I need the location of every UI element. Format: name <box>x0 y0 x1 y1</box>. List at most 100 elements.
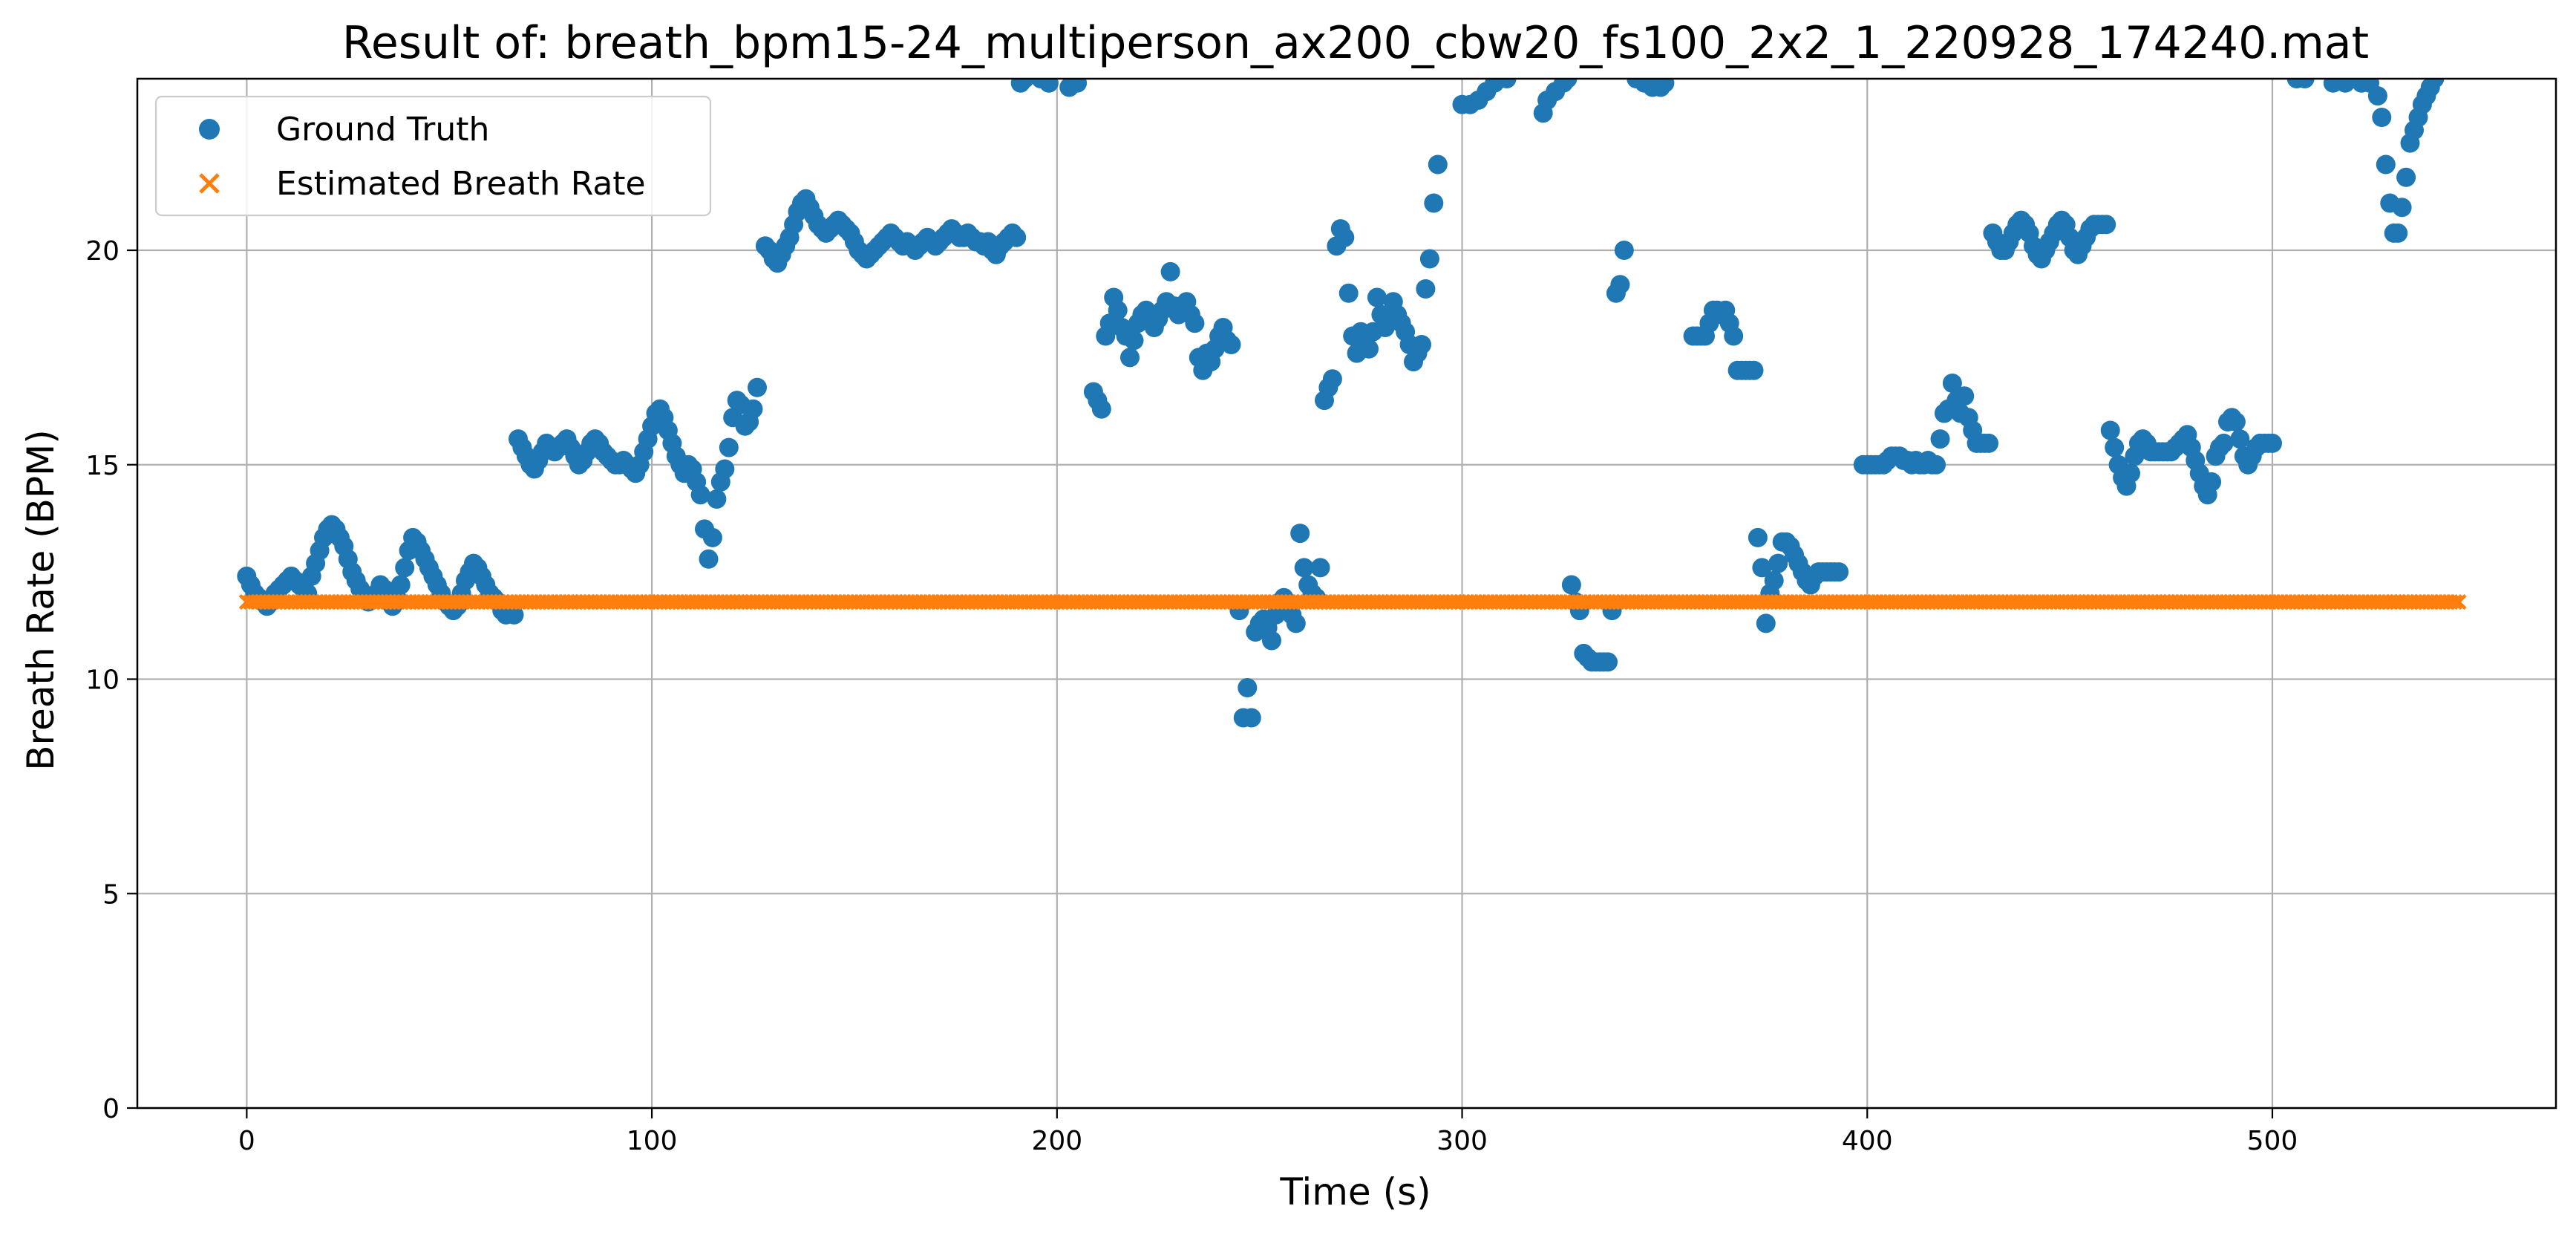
ground-truth-point <box>2425 79 2445 88</box>
ground-truth-point <box>1829 562 1849 582</box>
ground-truth-point <box>707 489 727 509</box>
ground-truth-point <box>1120 348 1140 368</box>
ground-truth-point <box>1185 313 1205 333</box>
y-tick-label: 15 <box>85 451 120 481</box>
ground-truth-point <box>748 377 767 397</box>
ground-truth-point <box>1412 335 1431 354</box>
ground-truth-point <box>1221 335 1241 354</box>
x-tick-label: 400 <box>1842 1126 1893 1156</box>
ground-truth-point <box>390 575 411 595</box>
legend-box <box>154 95 712 217</box>
ground-truth-point <box>1955 386 1975 406</box>
x-tick-label: 200 <box>1031 1126 1082 1156</box>
ground-truth-point <box>699 549 719 569</box>
ground-truth-point <box>1039 79 1059 93</box>
legend-marker-estimated <box>199 173 220 194</box>
ground-truth-point <box>1752 558 1772 578</box>
ground-truth-point <box>1015 79 1035 88</box>
ground-truth-point <box>1359 339 1379 359</box>
estimated-point <box>2446 593 2463 610</box>
ground-truth-point <box>1942 374 1962 393</box>
ground-truth-point <box>1598 652 1618 672</box>
ground-truth-point <box>1764 570 1784 590</box>
ground-truth-point <box>1322 369 1342 389</box>
plot-data <box>237 79 2467 728</box>
ground-truth-point <box>1007 227 1027 247</box>
ground-truth-point <box>743 399 763 419</box>
ground-truth-point <box>2396 167 2416 187</box>
plot-frame <box>136 77 2557 1110</box>
ground-truth-point <box>1768 553 1788 573</box>
estimated-point <box>2451 593 2467 610</box>
ground-truth-point <box>2263 433 2282 453</box>
ground-truth-point <box>2230 429 2250 449</box>
ground-truth-point <box>1416 279 1436 299</box>
y-tick-label: 20 <box>85 236 120 267</box>
x-tick-label: 300 <box>1436 1126 1488 1156</box>
ground-truth-point <box>702 527 722 547</box>
ground-truth-point <box>1926 455 1946 475</box>
ground-truth-point <box>1930 429 1950 449</box>
x-axis-label: Time (s) <box>1279 1170 1431 1213</box>
ground-truth-point <box>1160 261 1180 281</box>
ground-truth-point <box>2226 412 2246 431</box>
y-axis-label: Breath Rate (BPM) <box>19 429 62 771</box>
ground-truth-point <box>1497 79 1517 88</box>
ground-truth-point <box>1262 631 1281 651</box>
y-tick-label: 0 <box>102 1094 120 1124</box>
x-tick-label: 500 <box>2247 1126 2298 1156</box>
ground-truth-point <box>2202 472 2222 492</box>
y-tick-label: 5 <box>102 879 120 910</box>
x-tick-label: 100 <box>627 1126 678 1156</box>
ground-truth-point <box>1290 524 1310 544</box>
ground-truth-point <box>2376 154 2396 175</box>
ground-truth-point <box>1724 326 1744 346</box>
ground-truth-point <box>1091 399 1111 419</box>
ground-truth-point <box>2121 463 2140 483</box>
ground-truth-point <box>1238 678 1258 697</box>
ground-truth-point <box>1756 613 1776 633</box>
ground-truth-point <box>1424 193 1444 213</box>
ground-truth-point <box>1241 708 1261 728</box>
ground-truth-point <box>719 437 739 457</box>
y-tick-label: 10 <box>85 665 120 696</box>
ground-truth-point <box>1610 275 1630 295</box>
ground-truth-point <box>1557 79 1578 88</box>
ground-truth-point <box>1561 575 1581 595</box>
chart-title: Result of: breath_bpm15-24_multiperson_a… <box>342 17 2369 69</box>
ground-truth-point <box>2367 86 2387 106</box>
legend-label-ground-truth: Ground Truth <box>276 111 489 149</box>
ground-truth-point <box>1286 613 1306 633</box>
ground-truth-point <box>715 459 735 479</box>
ground-truth-point <box>395 558 415 578</box>
ground-truth-point <box>2388 223 2408 243</box>
ground-truth-point <box>1108 300 1128 320</box>
ground-truth-point <box>1068 79 1088 93</box>
ground-truth-point <box>1744 360 1764 380</box>
ground-truth-point <box>1338 283 1359 303</box>
ground-truth-point <box>1614 241 1634 260</box>
x-tick-label: 0 <box>238 1126 255 1156</box>
ground-truth-point <box>1124 330 1144 351</box>
ground-truth-point <box>1294 558 1314 578</box>
ground-truth-point <box>2096 215 2116 235</box>
axis-ticks: 0 100 200 300 400 500 0 5 10 15 20 <box>85 236 2298 1156</box>
ground-truth-point <box>1428 154 1448 175</box>
ground-truth-point <box>2105 437 2125 457</box>
ground-truth-point <box>2295 79 2315 88</box>
ground-truth-point <box>2372 108 2392 127</box>
ground-truth-point <box>2100 420 2120 440</box>
legend: Ground Truth Estimated Breath Rate <box>154 95 712 217</box>
ground-truth-point <box>1367 287 1387 307</box>
ground-truth-point <box>504 605 524 625</box>
ground-truth-point <box>2392 198 2412 218</box>
legend-marker-ground-truth <box>199 119 220 140</box>
ground-truth-point <box>1310 558 1330 578</box>
ground-truth-point <box>1748 527 1768 547</box>
ground-truth-point <box>690 485 710 505</box>
ground-truth-point <box>1335 227 1355 247</box>
ground-truth-point <box>1419 249 1439 269</box>
ground-truth-point <box>1655 79 1675 93</box>
legend-label-estimated: Estimated Breath Rate <box>276 165 646 203</box>
